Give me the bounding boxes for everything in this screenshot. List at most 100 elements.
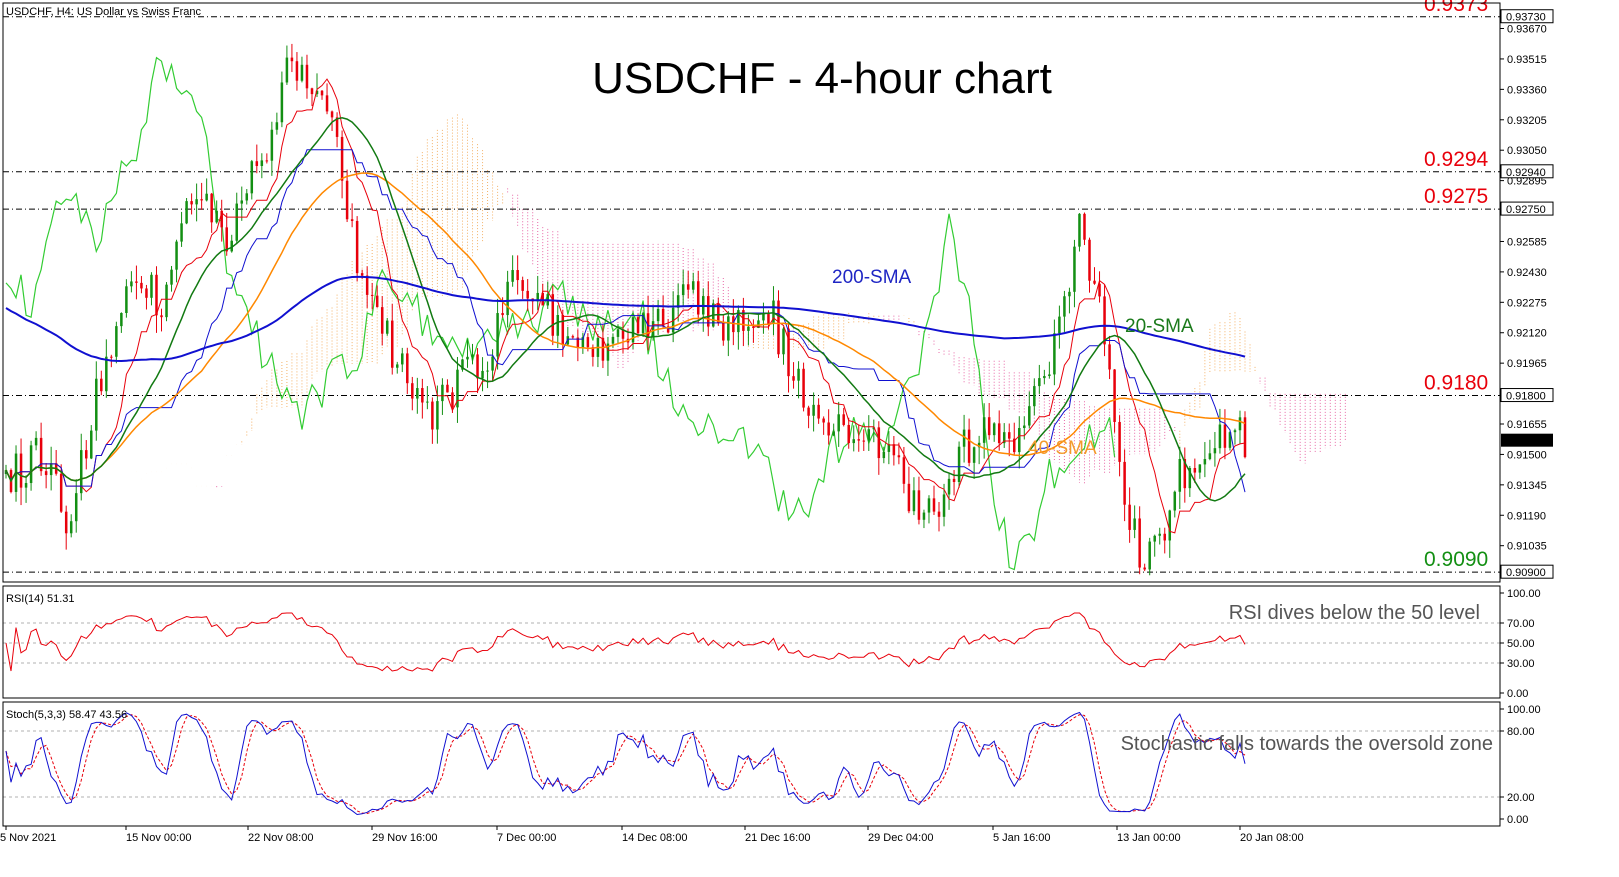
candle-body bbox=[927, 498, 931, 513]
candle-body bbox=[125, 286, 128, 313]
candle-body bbox=[1233, 430, 1237, 433]
candle-body bbox=[1148, 541, 1151, 570]
level-price-box bbox=[1500, 388, 1554, 403]
candle-body bbox=[586, 337, 590, 348]
candle-body bbox=[1048, 374, 1051, 377]
candle-body bbox=[511, 270, 514, 282]
price-tick-label: 0.93515 bbox=[1507, 54, 1547, 66]
candle-body bbox=[1007, 432, 1011, 439]
price-tick-label: 0.91965 bbox=[1507, 358, 1547, 370]
candle-body bbox=[451, 392, 454, 408]
stoch-frame bbox=[2, 701, 1501, 827]
candle-body bbox=[365, 275, 369, 295]
candle-body bbox=[24, 483, 28, 488]
candle-body bbox=[240, 200, 244, 204]
candle-body bbox=[79, 450, 83, 494]
candle-body bbox=[717, 303, 720, 323]
candle-body bbox=[130, 281, 133, 287]
candle-body bbox=[827, 422, 830, 436]
sma200-label: 200-SMA bbox=[832, 267, 912, 288]
candle-body bbox=[977, 442, 981, 448]
candle-body bbox=[1088, 239, 1091, 281]
stochastic-panel: 100.00 80.00 20.00 0.00 bbox=[3, 704, 1541, 826]
candle-body bbox=[135, 281, 138, 283]
time-tick-label: 7 Dec 00:00 bbox=[497, 832, 556, 844]
price-panel: 0.9373 0.9294 0.9275 0.9180 0.9090 bbox=[3, 0, 1500, 576]
time-tick-label: 13 Jan 00:00 bbox=[1117, 832, 1181, 844]
candle-body bbox=[1073, 246, 1076, 292]
time-tick-label: 20 Jan 08:00 bbox=[1240, 832, 1304, 844]
candle-body bbox=[707, 296, 710, 327]
candle-body bbox=[180, 223, 183, 242]
level-price-box bbox=[1500, 564, 1554, 579]
stoch-tick-label: 0.00 bbox=[1507, 814, 1528, 826]
candle-body bbox=[185, 201, 188, 224]
candle-body bbox=[1158, 533, 1161, 536]
candle-body bbox=[636, 317, 640, 334]
candle-body bbox=[325, 95, 329, 112]
candle-body bbox=[967, 429, 971, 463]
candle-body bbox=[857, 439, 861, 441]
chart-title: USDCHF - 4-hour chart bbox=[592, 54, 1052, 103]
candle-body bbox=[390, 320, 394, 368]
candle-body bbox=[1168, 510, 1172, 541]
candle-body bbox=[270, 129, 274, 161]
time-tick-label: 14 Dec 08:00 bbox=[622, 832, 687, 844]
price-tick-label: 0.93670 bbox=[1507, 24, 1547, 36]
stoch-tick-label: 80.00 bbox=[1507, 726, 1535, 738]
candle-body bbox=[1188, 468, 1192, 489]
stoch-tick-label: 20.00 bbox=[1507, 792, 1535, 804]
candle-body bbox=[260, 160, 264, 166]
candle-body bbox=[205, 193, 208, 201]
candle-body bbox=[661, 308, 665, 327]
candle-body bbox=[847, 424, 850, 444]
symbol-info: USDCHF, H4: US Dollar vs Swiss Franc bbox=[6, 6, 201, 18]
rsi-annotation: RSI dives below the 50 level bbox=[1229, 602, 1480, 624]
candle-body bbox=[290, 57, 294, 62]
price-tick-label: 0.91345 bbox=[1507, 480, 1547, 492]
candle-body bbox=[160, 315, 163, 318]
candle-body bbox=[300, 64, 304, 81]
candle-body bbox=[441, 384, 444, 402]
candle-body bbox=[456, 369, 459, 408]
price-tick-label: 0.93360 bbox=[1507, 84, 1547, 96]
candle-body bbox=[275, 122, 279, 130]
candle-body bbox=[556, 315, 560, 336]
candle-body bbox=[461, 359, 464, 370]
candle-body bbox=[892, 444, 896, 456]
candle-body bbox=[110, 356, 113, 358]
candle-body bbox=[1033, 386, 1036, 407]
candle-body bbox=[616, 329, 620, 337]
candle-body bbox=[370, 294, 374, 296]
sma20-label: 20-SMA bbox=[1125, 316, 1194, 337]
time-tick-label: 29 Dec 04:00 bbox=[868, 832, 933, 844]
candle-body bbox=[541, 292, 544, 306]
candle-body bbox=[90, 430, 93, 459]
candle-body bbox=[1143, 567, 1146, 570]
stoch-signal-line bbox=[5, 714, 1246, 815]
candle-body bbox=[360, 273, 364, 276]
candle-body bbox=[686, 284, 690, 290]
candle-body bbox=[797, 368, 800, 381]
candle-body bbox=[155, 274, 158, 316]
candle-body bbox=[1198, 464, 1202, 473]
candle-body bbox=[762, 313, 765, 321]
candle-body bbox=[696, 281, 700, 315]
candle-body bbox=[1063, 296, 1066, 317]
candle-body bbox=[516, 270, 519, 281]
candle-body bbox=[606, 343, 610, 361]
candle-body bbox=[255, 161, 259, 166]
candle-body bbox=[200, 199, 203, 201]
candle-body bbox=[115, 326, 118, 357]
candle-body bbox=[576, 337, 580, 348]
candle-body bbox=[972, 447, 976, 463]
candle-body bbox=[426, 401, 429, 403]
candle-body bbox=[817, 404, 820, 419]
candle-body bbox=[250, 161, 254, 194]
level-label: 0.9373 bbox=[1424, 0, 1488, 16]
stoch-info: Stoch(5,3,3) 58.47 43.56 bbox=[6, 709, 127, 721]
stoch-main-line bbox=[5, 711, 1246, 816]
level-label: 0.9090 bbox=[1424, 548, 1488, 571]
candle-body bbox=[1058, 316, 1061, 334]
